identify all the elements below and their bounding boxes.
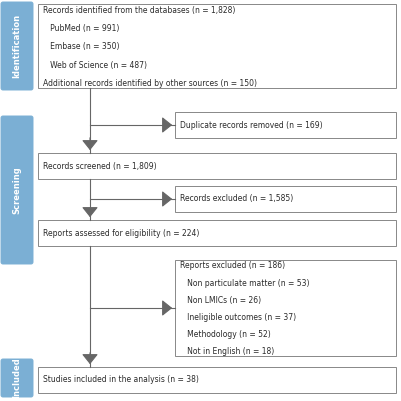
Text: Non LMICs (n = 26): Non LMICs (n = 26) (180, 296, 261, 305)
Bar (175, 260, 396, 356)
Bar (38, 4, 396, 88)
Text: Studies included in the analysis (n = 38): Studies included in the analysis (n = 38… (43, 375, 199, 385)
FancyBboxPatch shape (1, 116, 33, 264)
Text: Methodology (n = 52): Methodology (n = 52) (180, 330, 271, 339)
Text: Records identified from the databases (n = 1,828): Records identified from the databases (n… (43, 6, 235, 14)
Bar (175, 112, 396, 138)
Text: Embase (n = 350): Embase (n = 350) (43, 43, 119, 51)
Text: Duplicate records removed (n = 169): Duplicate records removed (n = 169) (180, 120, 323, 130)
FancyBboxPatch shape (1, 359, 33, 397)
Text: Included: Included (12, 358, 22, 398)
FancyBboxPatch shape (1, 2, 33, 90)
Text: PubMed (n = 991): PubMed (n = 991) (43, 24, 119, 33)
Text: Records excluded (n = 1,585): Records excluded (n = 1,585) (180, 194, 293, 203)
Text: Non particulate matter (n = 53): Non particulate matter (n = 53) (180, 279, 310, 288)
Text: Ineligible outcomes (n = 37): Ineligible outcomes (n = 37) (180, 313, 296, 322)
Text: Reports assessed for eligibility (n = 224): Reports assessed for eligibility (n = 22… (43, 229, 199, 237)
Text: Screening: Screening (12, 166, 22, 214)
Bar (38, 367, 396, 393)
Text: Reports excluded (n = 186): Reports excluded (n = 186) (180, 261, 285, 271)
Text: Identification: Identification (12, 14, 22, 78)
Bar (175, 186, 396, 212)
Text: Additional records identified by other sources (n = 150): Additional records identified by other s… (43, 79, 257, 89)
Bar (38, 153, 396, 179)
Text: Records screened (n = 1,809): Records screened (n = 1,809) (43, 162, 157, 170)
Text: Web of Science (n = 487): Web of Science (n = 487) (43, 61, 147, 70)
Bar (38, 220, 396, 246)
Text: Not in English (n = 18): Not in English (n = 18) (180, 348, 274, 356)
